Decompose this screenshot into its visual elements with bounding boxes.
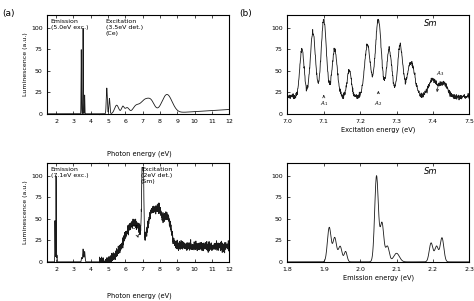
Text: $A_1$: $A_1$ bbox=[319, 96, 328, 108]
Text: $A_2$: $A_2$ bbox=[374, 92, 383, 108]
Text: $A_3$: $A_3$ bbox=[436, 69, 444, 92]
Y-axis label: Luminescence (a.u.): Luminescence (a.u.) bbox=[23, 181, 28, 244]
Text: Photon energy (eV): Photon energy (eV) bbox=[108, 293, 172, 299]
Text: CT: CT bbox=[130, 225, 139, 237]
Text: (b): (b) bbox=[239, 9, 252, 18]
Text: Excitation
(2eV det.)
(Sm): Excitation (2eV det.) (Sm) bbox=[141, 167, 172, 184]
Y-axis label: Luminescence (a.u.): Luminescence (a.u.) bbox=[23, 33, 28, 96]
Text: Sm: Sm bbox=[424, 167, 438, 176]
X-axis label: Emission energy (eV): Emission energy (eV) bbox=[343, 275, 414, 281]
Text: Sm: Sm bbox=[424, 19, 438, 28]
Text: Excitation
(3.5eV det.)
(Ce): Excitation (3.5eV det.) (Ce) bbox=[106, 19, 143, 36]
Text: Photon energy (eV): Photon energy (eV) bbox=[108, 150, 172, 157]
Text: Emission
(7.1eV exc.): Emission (7.1eV exc.) bbox=[51, 167, 88, 178]
Text: Emission
(5.0eV exc.): Emission (5.0eV exc.) bbox=[51, 19, 88, 30]
Text: (a): (a) bbox=[2, 9, 15, 18]
X-axis label: Excitation energy (eV): Excitation energy (eV) bbox=[341, 126, 416, 133]
